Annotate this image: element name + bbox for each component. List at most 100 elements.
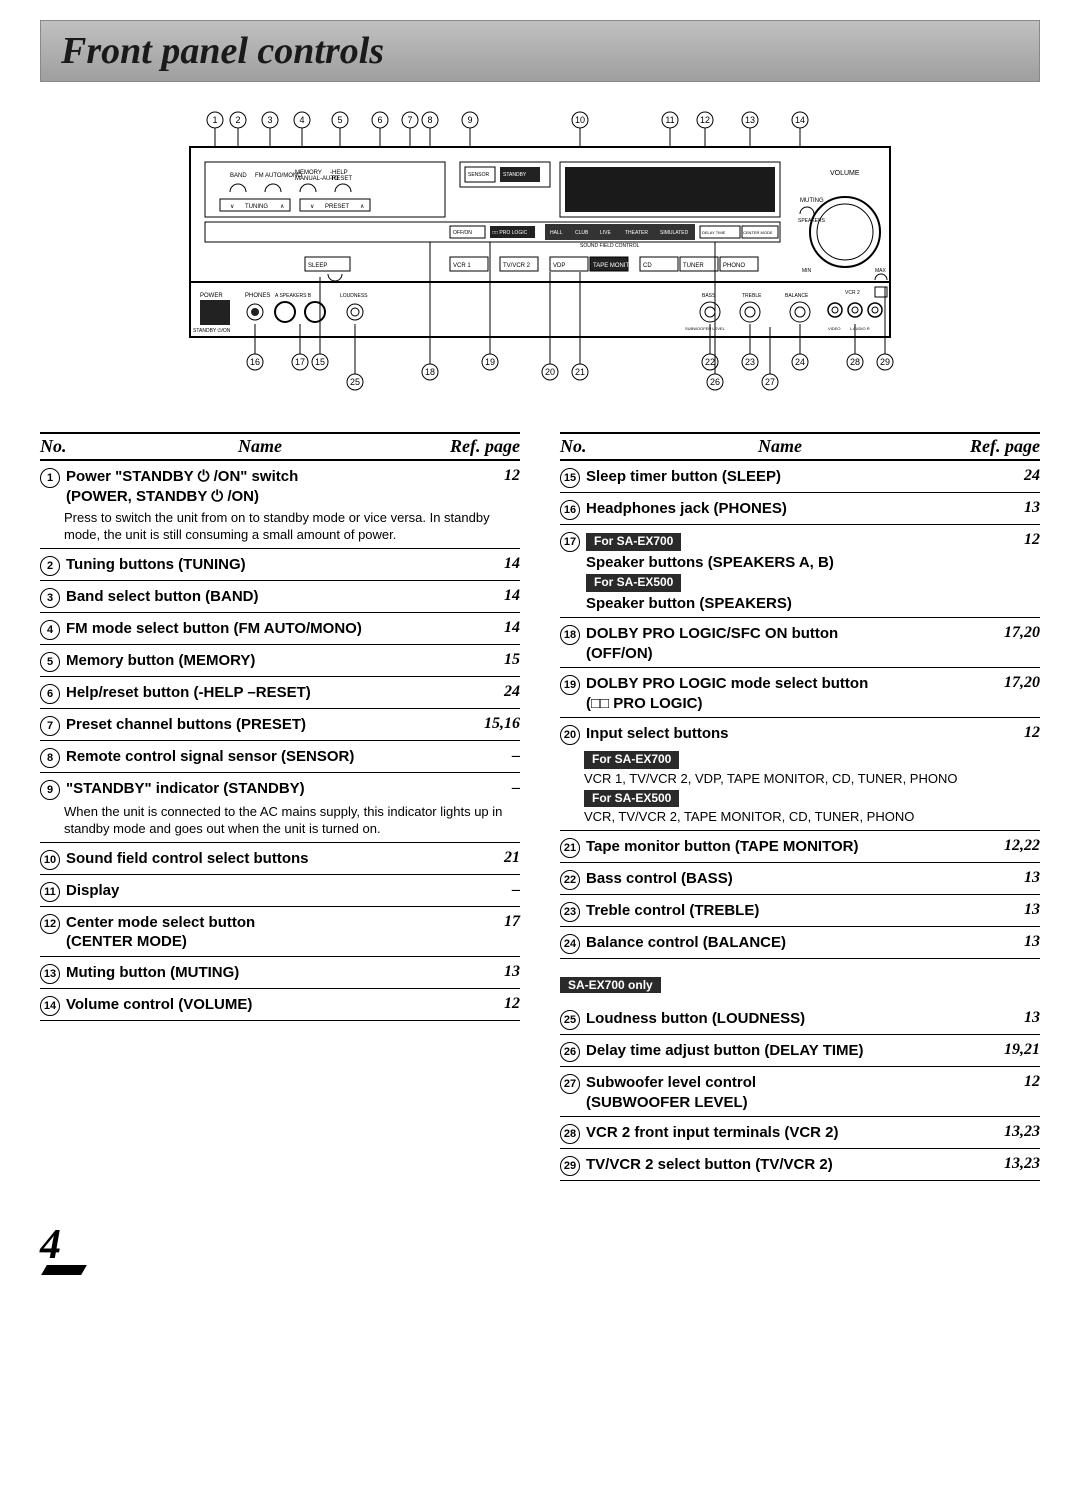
ref-page: 13,23 [980,1155,1040,1173]
item-number: 17 [560,532,580,552]
ref-page: 12 [980,724,1040,742]
control-entry: 1 Power "STANDBY ⏻ /ON" switch(POWER, ST… [40,461,520,549]
svg-text:13: 13 [745,115,755,125]
svg-text:PRESET: PRESET [325,204,349,210]
svg-text:CENTER MODE: CENTER MODE [743,230,773,235]
control-name: Loudness button (LOUDNESS) [586,1009,974,1029]
svg-text:21: 21 [575,367,585,377]
ref-page: 12,22 [980,837,1040,855]
svg-text:7: 7 [407,115,412,125]
item-number: 20 [560,725,580,745]
svg-text:VDP: VDP [553,263,565,269]
control-name: Display [66,881,454,901]
control-name: Delay time adjust button (DELAY TIME) [586,1041,974,1061]
item-number: 13 [40,964,60,984]
control-entry: 28 VCR 2 front input terminals (VCR 2) 1… [560,1117,1040,1149]
item-number: 21 [560,838,580,858]
svg-text:∧: ∧ [360,204,364,210]
item-number: 4 [40,620,60,640]
control-entry: 11 Display – [40,875,520,907]
item-number: 9 [40,780,60,800]
model-tag: For SA-EX500 [586,574,681,592]
control-entry: 22 Bass control (BASS) 13 [560,863,1040,895]
control-entry: 25 Loudness button (LOUDNESS) 13 [560,1003,1040,1035]
svg-text:SIMULATED: SIMULATED [660,230,689,236]
control-name: Input select buttons [586,724,974,744]
item-number: 12 [40,914,60,934]
svg-text:STANDBY: STANDBY [503,172,527,178]
ref-page: – [460,747,520,765]
control-name: FM mode select button (FM AUTO/MONO) [66,619,454,639]
model-tag: For SA-EX700 [586,533,681,551]
svg-text:3: 3 [267,115,272,125]
item-number: 29 [560,1156,580,1176]
control-entry: 15Sleep timer button (SLEEP) 24 [560,461,1040,493]
item-number: 11 [40,882,60,902]
control-entry: 18DOLBY PRO LOGIC/SFC ON button(OFF/ON) … [560,618,1040,668]
control-name: Sleep timer button (SLEEP) [586,467,974,487]
svg-text:TUNER: TUNER [683,263,704,269]
control-entry: 17 For SA-EX700Speaker buttons (SPEAKERS… [560,525,1040,618]
ref-page: 13 [980,1009,1040,1027]
control-entry: 19DOLBY PRO LOGIC mode select button(□□ … [560,668,1040,718]
svg-text:27: 27 [765,377,775,387]
control-name: Band select button (BAND) [66,587,454,607]
svg-text:28: 28 [850,357,860,367]
model-tag: For SA-EX700 [584,751,679,769]
svg-text:14: 14 [795,115,805,125]
svg-text:SPEAKERS: SPEAKERS [798,218,826,224]
item-number: 25 [560,1010,580,1030]
ref-page: 15,16 [460,715,520,733]
svg-text:18: 18 [425,367,435,377]
control-name: Balance control (BALANCE) [586,933,974,953]
item-number: 26 [560,1042,580,1062]
control-name: Volume control (VOLUME) [66,995,454,1015]
control-name: Treble control (TREBLE) [586,901,974,921]
svg-text:BAND: BAND [230,173,247,179]
ref-page: 13 [980,869,1040,887]
control-name: Bass control (BASS) [586,869,974,889]
svg-text:TUNING: TUNING [245,204,268,210]
control-entry: 14 Volume control (VOLUME) 12 [40,989,520,1021]
ref-page: – [460,779,520,797]
front-panel-diagram: 1234567891011121314 BAND FM AUTO/MONO ME… [130,102,950,402]
svg-text:VCR 1: VCR 1 [453,263,471,269]
ref-page: 17,20 [980,624,1040,642]
item-number: 23 [560,902,580,922]
item-number: 7 [40,716,60,736]
item-number: 22 [560,870,580,890]
svg-text:1: 1 [212,115,217,125]
item-number: 18 [560,625,580,645]
svg-text:LIVE: LIVE [600,230,612,236]
control-name: Tape monitor button (TAPE MONITOR) [586,837,974,857]
item-number: 3 [40,588,60,608]
svg-text:29: 29 [880,357,890,367]
svg-text:SLEEP: SLEEP [308,263,327,269]
svg-text:SUBWOOFER LEVEL: SUBWOOFER LEVEL [685,326,726,331]
item-number: 16 [560,500,580,520]
svg-text:16: 16 [250,357,260,367]
control-name: Sound field control select buttons [66,849,454,869]
svg-text:HALL: HALL [550,230,563,236]
svg-text:VCR 2: VCR 2 [845,290,860,296]
svg-text:MAX: MAX [875,268,887,274]
svg-text:25: 25 [350,377,360,387]
control-name: Center mode select button(CENTER MODE) [66,913,454,952]
svg-text:POWER: POWER [200,293,223,299]
svg-text:2: 2 [235,115,240,125]
control-entry: 20Input select buttons 12 For SA-EX700VC… [560,718,1040,831]
ref-page: 13 [980,933,1040,951]
ref-page: 12 [980,1073,1040,1091]
ref-page: 13 [980,499,1040,517]
item-number: 15 [560,468,580,488]
svg-text:∧: ∧ [280,204,284,210]
svg-text:L AUDIO R: L AUDIO R [850,326,870,331]
svg-text:TREBLE: TREBLE [742,293,762,299]
svg-text:23: 23 [745,357,755,367]
svg-text:DELAY TIME: DELAY TIME [702,230,726,235]
left-column: No. Name Ref. page 1 Power "STANDBY ⏻ /O… [40,432,520,1181]
control-description: Press to switch the unit from on to stan… [64,510,520,544]
ref-page: 21 [460,849,520,867]
svg-text:-RESET: -RESET [330,176,352,182]
svg-text:THEATER: THEATER [625,230,648,236]
